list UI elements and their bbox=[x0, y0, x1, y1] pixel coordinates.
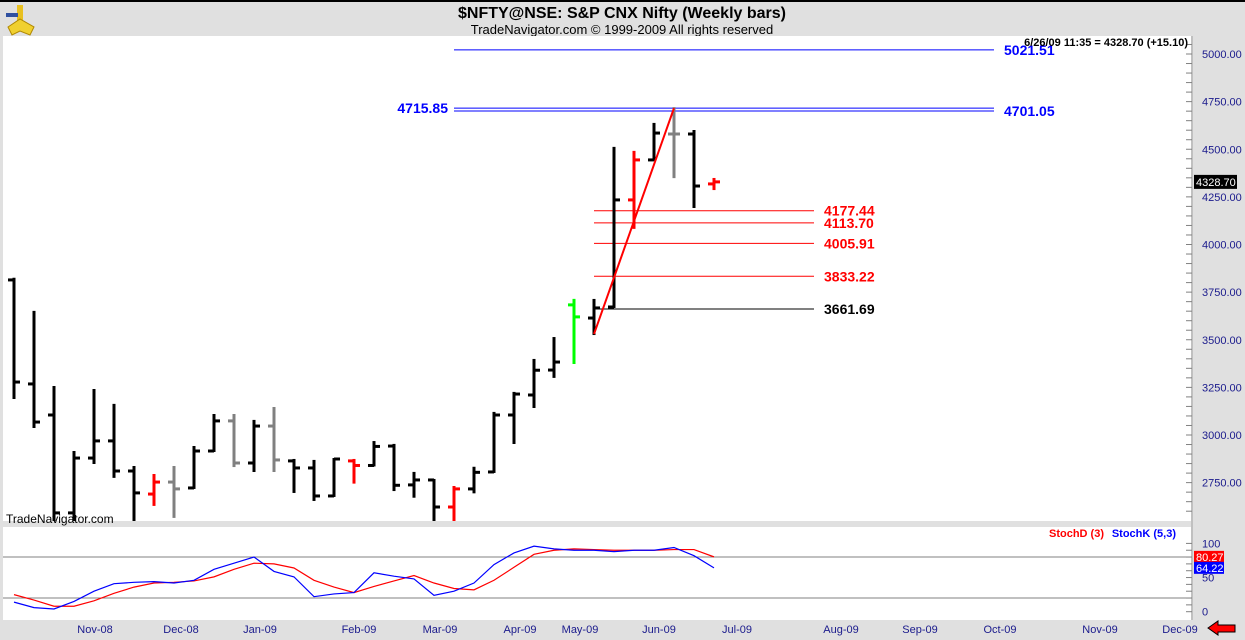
ohlc-bar bbox=[508, 391, 520, 445]
price-tick-label: 4500.00 bbox=[1202, 144, 1242, 156]
stochastic-panel[interactable] bbox=[3, 527, 1192, 620]
ohlc-bar bbox=[128, 466, 140, 521]
ohlc-bar bbox=[248, 419, 260, 473]
ohlc-bar bbox=[68, 450, 80, 521]
ohlc-bar bbox=[468, 466, 480, 494]
level-label: 5021.51 bbox=[1004, 42, 1055, 58]
legend-stochd: StochD (3) bbox=[1049, 528, 1104, 540]
date-tick-label: Nov-09 bbox=[1082, 624, 1117, 636]
date-tick-label: Mar-09 bbox=[423, 624, 458, 636]
stoch-series-d bbox=[13, 548, 715, 607]
ohlc-bar bbox=[688, 129, 700, 208]
date-tick-label: Jan-09 bbox=[243, 624, 277, 636]
ohlc-bar bbox=[228, 413, 240, 468]
date-tick-label: Aug-09 bbox=[823, 624, 858, 636]
level-label: 4715.85 bbox=[397, 100, 448, 116]
stoch-value-box bbox=[1194, 561, 1224, 574]
last-price-label: 4328.70 bbox=[1196, 177, 1236, 189]
date-tick-label: Dec-08 bbox=[163, 624, 198, 636]
legend-stochk: StochK (5,3) bbox=[1112, 528, 1177, 540]
date-tick-label: Dec-09 bbox=[1162, 624, 1197, 636]
stoch-value-label: 64.22 bbox=[1196, 563, 1224, 575]
date-tick-label: Oct-09 bbox=[983, 624, 1016, 636]
stoch-series-k bbox=[13, 545, 715, 610]
ohlc-bar bbox=[308, 459, 320, 501]
ohlc-bar bbox=[88, 389, 100, 465]
ohlc-bar bbox=[148, 474, 160, 506]
date-tick-label: Feb-09 bbox=[342, 624, 377, 636]
price-tick-label: 4250.00 bbox=[1202, 192, 1242, 204]
trendline bbox=[593, 107, 675, 335]
ohlc-bar bbox=[568, 298, 580, 364]
watermark-text: TradeNavigator.com bbox=[6, 512, 114, 526]
ohlc-bar bbox=[28, 310, 40, 428]
price-tick-label: 5000.00 bbox=[1202, 49, 1242, 61]
price-axis: 5000.00 4750.00 4500.00 4250.00 4000.00 3750.… bbox=[1186, 43, 1242, 512]
ohlc-bar bbox=[288, 458, 300, 493]
date-tick-label: Nov-08 bbox=[77, 624, 112, 636]
chart-subtitle: TradeNavigator.com © 1999-2009 All right… bbox=[471, 22, 773, 37]
ohlc-bar bbox=[8, 277, 20, 400]
stoch-tick-label: 50 bbox=[1202, 573, 1214, 585]
price-bars bbox=[8, 107, 720, 521]
date-tick-label: Sep-09 bbox=[902, 624, 937, 636]
ohlc-bar bbox=[428, 478, 440, 521]
stoch-tick-label: 0 bbox=[1202, 607, 1208, 619]
price-tick-label: 2750.00 bbox=[1202, 478, 1242, 490]
level-label: 4177.44 bbox=[824, 203, 875, 219]
ohlc-bar bbox=[628, 150, 640, 229]
stoch-tick-label: 100 bbox=[1202, 538, 1220, 550]
price-panel[interactable] bbox=[3, 36, 1192, 521]
ohlc-bar bbox=[648, 122, 660, 162]
left-arrow-icon[interactable] bbox=[1207, 620, 1236, 636]
level-label: 3661.69 bbox=[824, 301, 875, 317]
ohlc-bar bbox=[668, 107, 680, 179]
ohlc-bar bbox=[588, 298, 600, 336]
price-tick-label: 4000.00 bbox=[1202, 240, 1242, 252]
ohlc-bar bbox=[108, 403, 120, 478]
stoch-value-label: 80.27 bbox=[1196, 552, 1224, 564]
date-tick-label: Jul-09 bbox=[722, 624, 752, 636]
ohlc-bar bbox=[608, 146, 620, 309]
ohlc-bar bbox=[368, 441, 380, 467]
ohlc-bar bbox=[348, 458, 360, 484]
ohlc-bar bbox=[388, 443, 400, 492]
price-tick-label: 3250.00 bbox=[1202, 382, 1242, 394]
date-tick-label: May-09 bbox=[562, 624, 599, 636]
last-price-box bbox=[1194, 174, 1237, 189]
level-label: 4005.91 bbox=[824, 235, 875, 251]
top-border bbox=[0, 0, 1245, 2]
ohlc-bar bbox=[408, 471, 420, 498]
level-label: 4701.05 bbox=[1004, 103, 1055, 119]
price-tick-label: 4750.00 bbox=[1202, 97, 1242, 109]
level-label: 3833.22 bbox=[824, 268, 875, 284]
level-label: 4113.70 bbox=[824, 215, 874, 231]
price-tick-label: 3000.00 bbox=[1202, 430, 1242, 442]
quote-readout: 6/26/09 11:35 = 4328.70 (+15.10) bbox=[1024, 37, 1188, 49]
date-axis: Nov-08 Dec-08 Jan-09 Feb-09 Mar-09 Apr-09 May-… bbox=[77, 624, 1197, 636]
trendline-layer bbox=[593, 107, 675, 335]
ohlc-bar bbox=[48, 385, 60, 521]
ohlc-bar bbox=[268, 406, 280, 473]
ohlc-bar bbox=[528, 358, 540, 408]
ohlc-bar bbox=[488, 411, 500, 474]
price-tick-label: 3500.00 bbox=[1202, 335, 1242, 347]
ohlc-bar bbox=[328, 457, 340, 498]
price-tick-label: 3750.00 bbox=[1202, 287, 1242, 299]
ohlc-bar bbox=[188, 446, 200, 490]
ohlc-bar bbox=[548, 337, 560, 378]
sextant-icon bbox=[6, 5, 35, 36]
date-tick-label: Jun-09 bbox=[642, 624, 676, 636]
ohlc-bar bbox=[448, 486, 460, 521]
stoch-value-box bbox=[1194, 550, 1224, 563]
chart-title: $NFTY@NSE: S&P CNX Nifty (Weekly bars) bbox=[458, 5, 786, 22]
ohlc-bar bbox=[168, 466, 180, 518]
date-tick-label: Apr-09 bbox=[503, 624, 536, 636]
ohlc-bar bbox=[208, 413, 220, 453]
ohlc-bar bbox=[708, 177, 720, 191]
